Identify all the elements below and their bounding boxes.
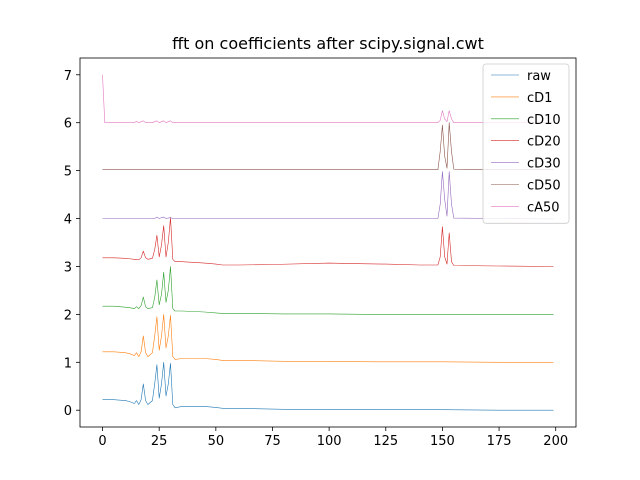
x-tick-label: 200 (543, 434, 568, 449)
legend-box (482, 63, 570, 224)
x-tick-label: 150 (430, 434, 455, 449)
series-line-cD1 (102, 314, 554, 363)
y-tick-label: 3 (64, 260, 72, 275)
legend-label-cD20: cD20 (527, 135, 561, 150)
x-tick-label: 125 (373, 434, 398, 449)
y-tick-label: 0 (64, 404, 72, 419)
y-tick-label: 7 (64, 69, 72, 84)
axes-layer: 0 25 50 75 100 125 150 175 200 0 1 2 3 4 5 6 7 (64, 57, 577, 449)
legend-label-cD50: cD50 (527, 179, 561, 194)
x-tick-label: 175 (487, 434, 512, 449)
legend-label-cD1: cD1 (527, 91, 552, 106)
y-tick-label: 2 (64, 308, 72, 323)
x-tick-label: 0 (98, 434, 106, 449)
series-line-cD20 (102, 217, 554, 267)
legend-label-cD10: cD10 (527, 113, 561, 128)
x-tick-label: 25 (151, 434, 168, 449)
series-line-raw (102, 361, 554, 411)
y-tick-label: 6 (64, 117, 72, 132)
series-line-cD10 (102, 266, 554, 315)
chart-title: fft on coefficients after scipy.signal.c… (172, 34, 484, 53)
legend: raw cD1 cD10 cD20 cD30 cD50 cA50 (482, 63, 570, 224)
x-tick-label: 50 (208, 434, 225, 449)
legend-label-cD30: cD30 (527, 157, 561, 172)
legend-label-raw: raw (527, 69, 551, 84)
series-layer (102, 74, 554, 411)
plot-frame (79, 57, 577, 428)
x-tick-label: 100 (317, 434, 342, 449)
y-tick-label: 4 (64, 213, 72, 228)
series-line-cD30 (102, 171, 554, 220)
x-tick-label: 75 (264, 434, 281, 449)
y-tick-label: 5 (64, 165, 72, 180)
y-tick-label: 1 (64, 356, 72, 371)
series-line-cA50 (102, 74, 554, 123)
series-line-cD50 (102, 122, 554, 170)
legend-label-cA50: cA50 (527, 200, 560, 215)
